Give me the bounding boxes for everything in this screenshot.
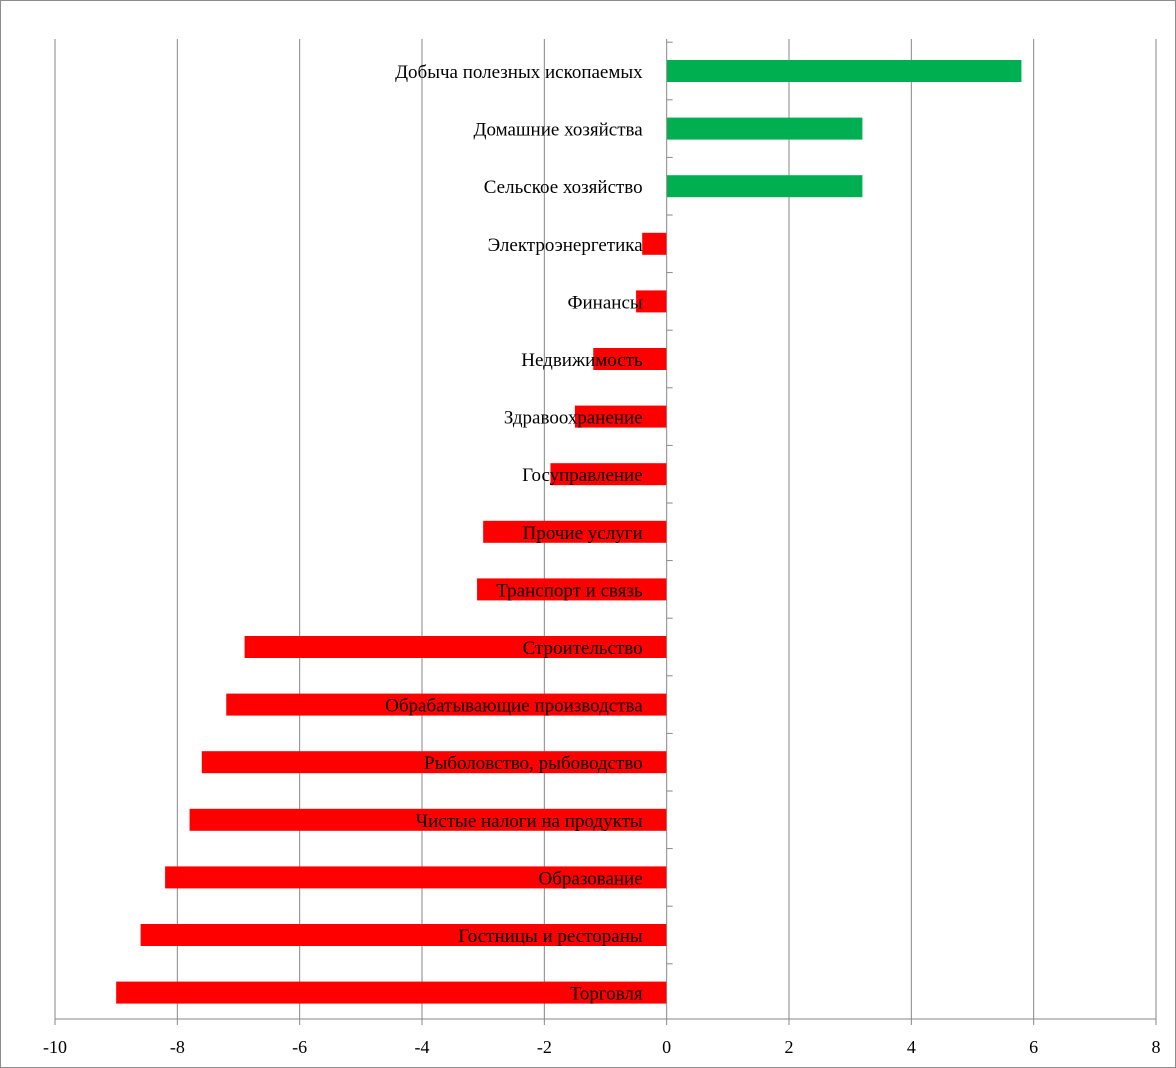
bar-0 xyxy=(666,60,1022,82)
bar-7 xyxy=(550,463,667,486)
category-label-8: Прочие услуги xyxy=(523,523,643,544)
x-tick-label-6: 2 xyxy=(785,1037,794,1057)
x-tick-label-8: 6 xyxy=(1029,1037,1038,1057)
category-label-4: Финансы xyxy=(568,292,643,313)
bar-6 xyxy=(574,405,667,428)
bar-16 xyxy=(116,981,667,1004)
x-tick-label-5: 0 xyxy=(662,1037,671,1057)
axis-layer xyxy=(54,39,1157,1025)
x-tick-label-2: -6 xyxy=(292,1037,307,1057)
bar-10 xyxy=(244,636,667,658)
category-label-12: Рыболовство, рыбоводство xyxy=(424,753,643,774)
bar-4 xyxy=(636,290,667,313)
bar-3 xyxy=(642,232,667,255)
category-label-10: Строительство xyxy=(523,638,643,659)
category-label-9: Транспорт и связь xyxy=(496,580,643,601)
category-label-13: Чистые налоги на продукты xyxy=(416,811,643,832)
x-tick-label-4: -2 xyxy=(537,1037,552,1057)
x-tick-label-3: -4 xyxy=(415,1037,430,1057)
bar-12 xyxy=(201,751,667,774)
x-tick-label-9: 8 xyxy=(1152,1037,1161,1057)
category-label-15: Гостницы и рестораны xyxy=(458,926,642,947)
bar-11 xyxy=(226,693,667,716)
category-label-0: Добыча полезных ископаемых xyxy=(395,62,643,83)
category-label-11: Обрабатывающие производства xyxy=(385,696,643,717)
category-label-7: Госуправление xyxy=(522,465,642,486)
bar-13 xyxy=(189,808,667,831)
bar-1 xyxy=(666,117,863,140)
category-label-16: Торговля xyxy=(570,984,643,1005)
bar-15 xyxy=(140,924,667,946)
bar-9 xyxy=(477,578,667,601)
bar-2 xyxy=(666,175,863,198)
category-label-1: Домашние хозяйства xyxy=(474,120,644,141)
category-label-6: Здравоохранение xyxy=(504,408,643,429)
x-tick-label-7: 4 xyxy=(907,1037,916,1057)
x-tick-label-0: -10 xyxy=(43,1037,67,1057)
category-label-14: Образование xyxy=(539,868,643,889)
label-layer: -10 -8 -6 -4 -2 0 2 4 6 8 Добыча полезных ископаем… xyxy=(43,62,1161,1057)
bar-14 xyxy=(165,866,667,889)
category-label-5: Недвижимость xyxy=(521,350,643,371)
bar-8 xyxy=(483,520,667,543)
category-label-2: Сельское хозяйство xyxy=(484,177,643,198)
bar-5 xyxy=(593,348,667,370)
x-tick-label-1: -8 xyxy=(170,1037,185,1057)
bar-layer xyxy=(116,60,1022,1004)
category-label-3: Электроэнергетика xyxy=(488,235,644,256)
